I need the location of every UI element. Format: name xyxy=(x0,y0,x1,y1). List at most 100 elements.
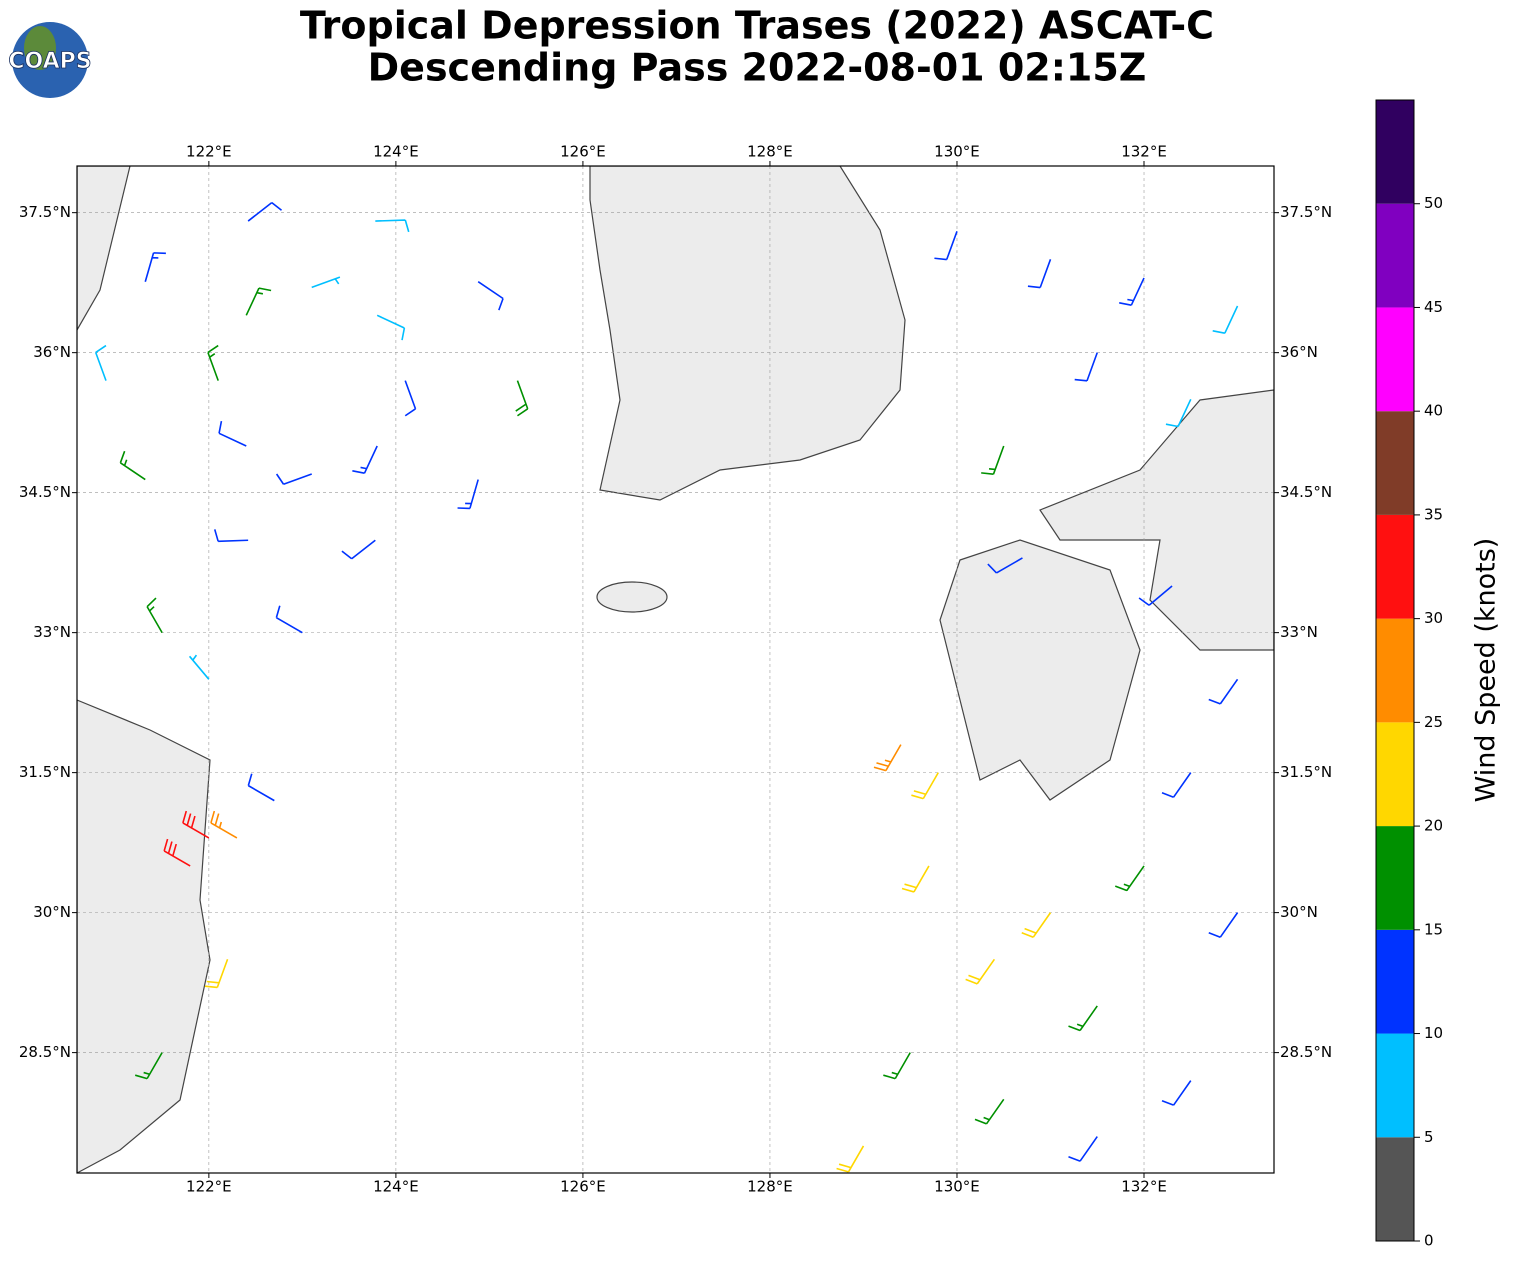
wind-barb xyxy=(182,810,210,839)
wind-barb xyxy=(901,865,930,893)
wind-barb xyxy=(873,744,902,772)
colorbar-tick-label: 35 xyxy=(1424,505,1443,523)
wind-barb xyxy=(245,287,272,316)
x-tick-label: 126°E xyxy=(560,143,606,161)
colorbar-frame xyxy=(1375,99,1415,1242)
y-tick-label: 37.5°N xyxy=(19,203,71,221)
y-tick-label: 36°N xyxy=(33,343,71,361)
wind-barb xyxy=(981,445,1005,475)
colorbar-segment xyxy=(1376,618,1414,723)
wind-barb xyxy=(1208,912,1239,938)
colorbar-tick-label: 20 xyxy=(1424,817,1443,835)
land xyxy=(77,166,1274,1173)
x-tick-label: 128°E xyxy=(747,1178,793,1196)
wind-barb xyxy=(275,473,312,485)
colorbar-segment xyxy=(1376,1033,1414,1138)
wind-barb xyxy=(1021,912,1052,938)
wind-barb xyxy=(1119,277,1145,306)
wind-barb xyxy=(247,201,283,222)
x-tick-label: 132°E xyxy=(1121,143,1167,161)
colorbar-segment xyxy=(1376,307,1414,412)
grid: 122°E 122°E 124°E 124°E 126°E 126°E 128°E 128°E… xyxy=(19,143,1332,1196)
colorbar-tick-label: 50 xyxy=(1424,194,1443,212)
x-tick-label: 128°E xyxy=(747,143,793,161)
y-tick-label: 31.5°N xyxy=(1280,763,1332,781)
x-tick-label: 122°E xyxy=(186,1178,232,1196)
x-tick-label: 124°E xyxy=(373,1178,419,1196)
colorbar-segment xyxy=(1376,411,1414,515)
wind-barb xyxy=(1027,259,1052,289)
wind-barb xyxy=(477,281,504,311)
colorbar-segment xyxy=(1376,722,1414,827)
korea xyxy=(589,166,906,501)
colorbar-segment xyxy=(1376,1137,1414,1241)
logo-text: COAPS xyxy=(8,49,91,74)
x-tick-label: 130°E xyxy=(934,143,980,161)
wind-barb xyxy=(247,773,275,802)
china-south xyxy=(77,699,211,1173)
wind-barb xyxy=(457,479,479,510)
wind-barb xyxy=(974,1098,1005,1125)
wind-barb xyxy=(404,380,417,417)
wind-barb xyxy=(1161,1080,1192,1106)
chart-subtitle: Descending Pass 2022-08-01 02:15Z xyxy=(368,46,1147,90)
logo-land xyxy=(24,26,56,70)
y-tick-label: 33°N xyxy=(1280,623,1318,641)
colorbar-tick-label: 45 xyxy=(1424,298,1443,316)
wind-barb xyxy=(1208,678,1239,705)
x-tick-label: 124°E xyxy=(373,143,419,161)
colorbar-segment xyxy=(1376,826,1414,930)
y-tick-label: 30°N xyxy=(1280,903,1318,921)
kyushu xyxy=(939,539,1141,801)
colorbar-tick-label: 25 xyxy=(1424,713,1443,731)
chart-title: Tropical Depression Trases (2022) ASCAT-… xyxy=(300,4,1214,48)
y-tick-label: 28.5°N xyxy=(1280,1043,1332,1061)
y-tick-label: 34.5°N xyxy=(1280,483,1332,501)
wind-barb xyxy=(911,772,939,800)
colorbar-segment xyxy=(1376,203,1414,308)
wind-barb xyxy=(375,219,410,233)
y-tick-label: 37.5°N xyxy=(1280,203,1332,221)
wind-barb xyxy=(836,1145,865,1173)
wind-barb xyxy=(352,445,378,474)
barbs xyxy=(94,201,1239,1173)
x-tick-label: 132°E xyxy=(1121,1178,1167,1196)
wind-barb xyxy=(94,344,107,381)
colorbar-tick-label: 10 xyxy=(1424,1024,1443,1042)
x-tick-label: 126°E xyxy=(560,1178,606,1196)
wind-barb xyxy=(144,252,166,282)
colorbar-label: Wind Speed (knots) xyxy=(1471,538,1502,803)
colorbar-tick-label: 30 xyxy=(1424,609,1443,627)
wind-barb xyxy=(146,597,163,634)
wind-barb xyxy=(163,838,191,867)
wind-barb xyxy=(1212,305,1239,334)
x-tick-label: 122°E xyxy=(186,143,232,161)
colorbar-tick-label: 0 xyxy=(1424,1232,1434,1250)
y-tick-label: 34.5°N xyxy=(19,483,71,501)
wind-barb xyxy=(934,231,958,261)
wind-barb xyxy=(188,654,210,680)
logo: COAPS xyxy=(8,22,92,98)
wind-barb xyxy=(218,421,247,447)
y-tick-label: 31.5°N xyxy=(19,763,71,781)
wind-barb xyxy=(883,1052,911,1080)
colorbar-tick-label: 15 xyxy=(1424,920,1443,938)
map-frame xyxy=(76,165,1275,1174)
colorbar-segment xyxy=(1376,514,1414,619)
wind-barb xyxy=(119,450,146,481)
y-tick-label: 33°N xyxy=(33,623,71,641)
wind-barb xyxy=(275,605,303,634)
wind-barb xyxy=(341,539,376,560)
wind-barb xyxy=(1068,1136,1098,1162)
honshu xyxy=(1039,389,1274,651)
wind-barb xyxy=(311,276,341,289)
colorbar-segment xyxy=(1376,100,1414,204)
wind-barb xyxy=(204,959,229,989)
colorbar-segment xyxy=(1376,929,1414,1034)
wind-barb xyxy=(207,344,219,381)
wind-barb xyxy=(376,314,406,341)
wind-barb xyxy=(1165,398,1192,428)
colorbar-tick-label: 5 xyxy=(1424,1128,1434,1146)
china-north xyxy=(77,166,131,332)
